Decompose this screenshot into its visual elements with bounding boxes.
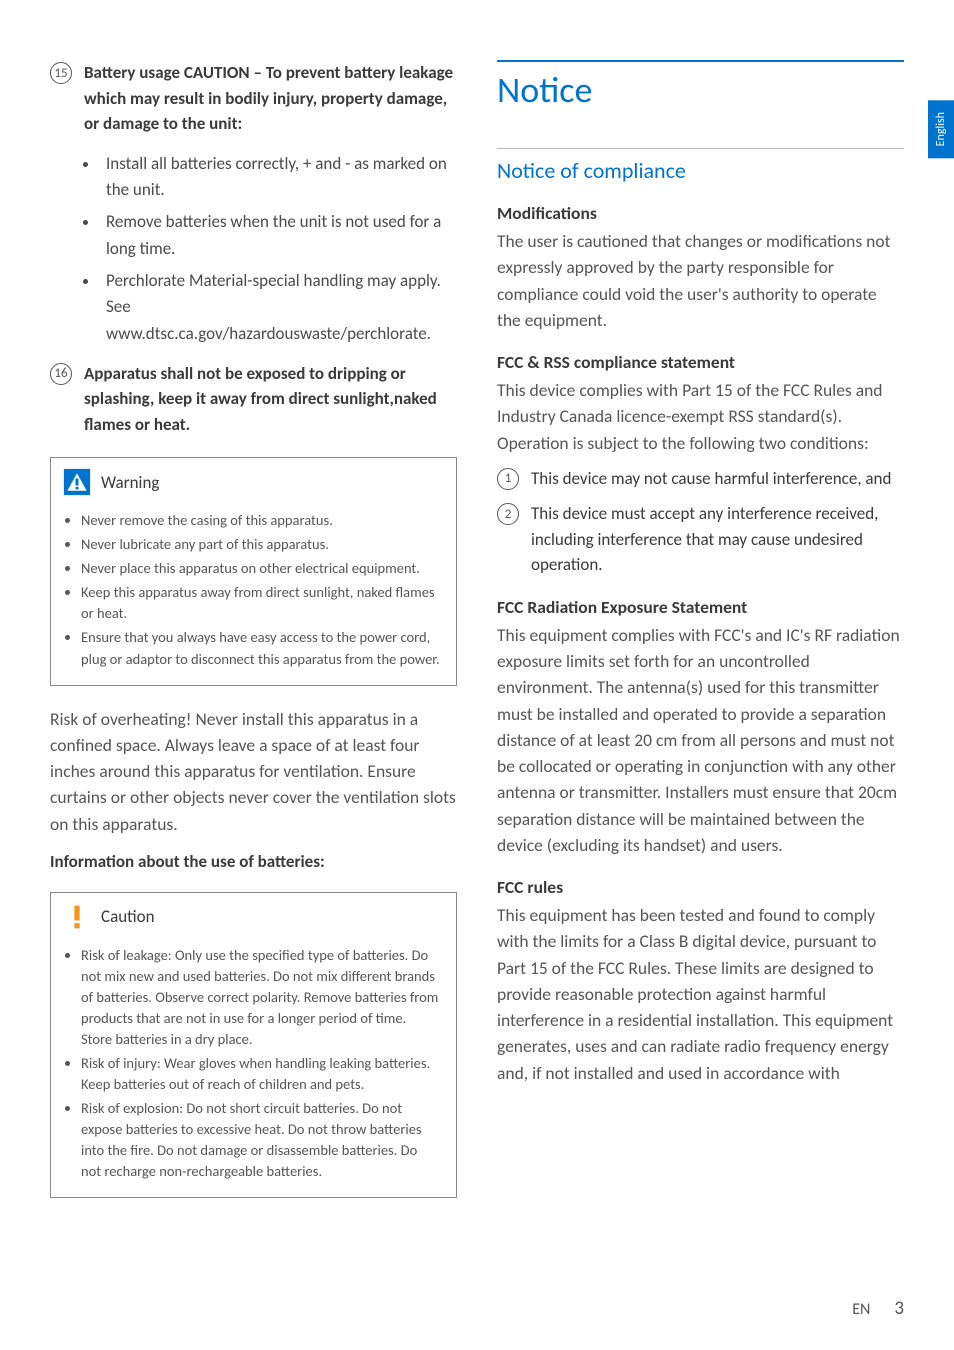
condition-2: 2 This device must accept any interferen… (497, 501, 904, 578)
condition-1: 1 This device may not cause harmful inte… (497, 466, 904, 492)
fcc-rss-paragraph: This device complies with Part 15 of the… (497, 377, 904, 456)
caution-box: Caution Risk of leakage: Only use the sp… (50, 892, 457, 1198)
number-badge: 15 (50, 62, 72, 84)
radiation-paragraph: This equipment complies with FCC's and I… (497, 622, 904, 858)
list-item: Remove batteries when the unit is not us… (100, 209, 457, 262)
list-item: Never place this apparatus on other elec… (81, 558, 440, 579)
number-badge: 1 (497, 468, 519, 490)
warning-box: Warning Never remove the casing of this … (50, 457, 457, 685)
caution-list: Risk of leakage: Only use the specified … (51, 941, 456, 1197)
caution-title: Caution (101, 906, 155, 927)
fcc-rss-heading: FCC & RSS compliance statement (497, 351, 904, 373)
warning-title: Warning (101, 472, 159, 493)
warning-list: Never remove the casing of this apparatu… (51, 506, 456, 684)
list-item-15: 15 Battery usage CAUTION – To prevent ba… (50, 60, 457, 137)
footer-lang: EN (852, 1300, 870, 1319)
list-item: Never remove the casing of this apparatu… (81, 510, 440, 531)
batteries-heading: Information about the use of batteries: (50, 851, 457, 872)
compliance-heading: Notice of compliance (497, 157, 904, 184)
radiation-heading: FCC Radiation Exposure Statement (497, 596, 904, 618)
condition-text: This device may not cause harmful interf… (531, 466, 891, 492)
list-item: Risk of explosion: Do not short circuit … (81, 1098, 440, 1182)
fcc-rules-paragraph: This equipment has been tested and found… (497, 902, 904, 1086)
warning-header: Warning (51, 458, 456, 506)
fcc-rules-heading: FCC rules (497, 876, 904, 898)
h1-rule (497, 60, 904, 62)
h2-rule (497, 148, 904, 149)
warning-icon (63, 468, 91, 496)
list-item: Perchlorate Material-special handling ma… (100, 268, 457, 347)
list-item: Risk of injury: Wear gloves when handlin… (81, 1053, 440, 1095)
modifications-heading: Modifications (497, 202, 904, 224)
list-item: Install all batteries correctly, + and -… (100, 151, 457, 204)
item-15-bullets: Install all batteries correctly, + and -… (50, 151, 457, 347)
condition-text: This device must accept any interference… (531, 501, 904, 578)
page-footer: EN 3 (852, 1297, 904, 1320)
item-text: Battery usage CAUTION – To prevent batte… (84, 60, 457, 137)
overheating-paragraph: Risk of overheating! Never install this … (50, 706, 457, 837)
item-text: Apparatus shall not be exposed to drippi… (84, 361, 457, 438)
right-column: Notice Notice of compliance Modification… (497, 60, 904, 1218)
list-item-16: 16 Apparatus shall not be exposed to dri… (50, 361, 457, 438)
notice-heading: Notice (497, 68, 904, 112)
caution-header: Caution (51, 893, 456, 941)
language-tab: English (928, 100, 954, 158)
list-item: Keep this apparatus away from direct sun… (81, 582, 440, 624)
number-badge: 16 (50, 363, 72, 385)
modifications-paragraph: The user is cautioned that changes or mo… (497, 228, 904, 333)
number-badge: 2 (497, 503, 519, 525)
conditions-list: 1 This device may not cause harmful inte… (497, 466, 904, 578)
left-column: 15 Battery usage CAUTION – To prevent ba… (50, 60, 457, 1218)
caution-icon (63, 903, 91, 931)
page-content: 15 Battery usage CAUTION – To prevent ba… (0, 0, 954, 1258)
list-item: Risk of leakage: Only use the specified … (81, 945, 440, 1050)
list-item: Ensure that you always have easy access … (81, 627, 440, 669)
list-item: Never lubricate any part of this apparat… (81, 534, 440, 555)
footer-page-number: 3 (894, 1297, 904, 1320)
